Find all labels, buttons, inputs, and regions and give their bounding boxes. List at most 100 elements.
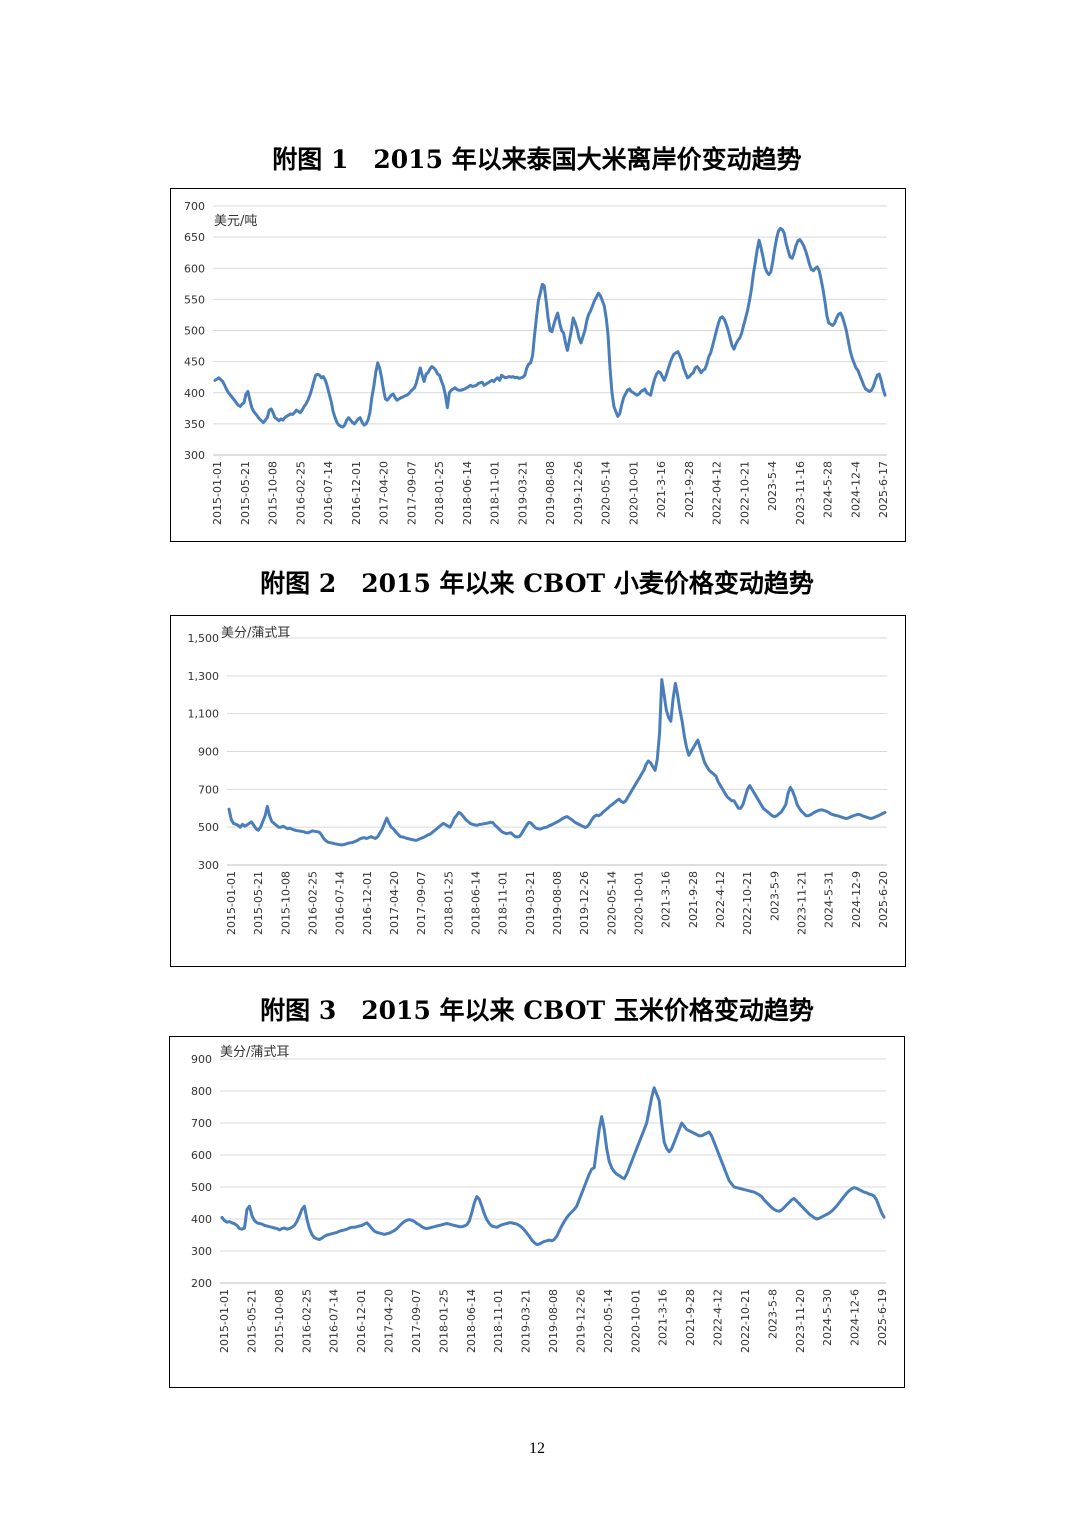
x-tick-label: 2021-3-16 — [657, 1289, 670, 1346]
x-tick-label: 2019-03-21 — [524, 871, 537, 935]
x-tick-label: 2016-12-01 — [355, 1289, 368, 1353]
y-tick-label: 1,300 — [188, 670, 220, 683]
x-tick-label: 2021-9-28 — [683, 461, 696, 518]
wheat-price-chart-svg: 美分/蒲式耳 300 500 700 900 1,100 1,300 1,500 2015-0… — [188, 626, 891, 935]
x-tick-label: 2019-08-08 — [551, 871, 564, 935]
x-tick-label: 2024-12-4 — [849, 461, 862, 518]
x-tick-label: 2023-11-16 — [794, 461, 807, 525]
y-tick-label: 700 — [198, 783, 219, 796]
x-tick-label: 2025-6-20 — [877, 871, 890, 928]
y-tick-label: 300 — [191, 1245, 212, 1258]
x-tick-label: 2018-06-14 — [461, 461, 474, 525]
gridlines — [227, 637, 887, 866]
y-tick-label: 500 — [191, 1181, 212, 1194]
x-tick-label: 2023-5-8 — [766, 1289, 779, 1339]
x-tick-label: 2019-12-26 — [572, 461, 585, 525]
series-line — [227, 678, 887, 847]
x-tick-label: 2015-01-01 — [211, 461, 224, 525]
chart-1-title: 附图 1 2015 年以来泰国大米离岸价变动趋势 — [272, 145, 802, 174]
x-tick-label: 2019-12-26 — [574, 1289, 587, 1353]
x-tick-label: 2019-03-21 — [520, 1289, 533, 1353]
x-tick-label: 2022-10-21 — [741, 871, 754, 935]
y-tick-label: 200 — [191, 1277, 212, 1290]
x-tick-label: 2022-04-12 — [711, 461, 724, 525]
x-tick-label: 2016-02-25 — [300, 1289, 313, 1353]
x-tick-label: 2024-12-9 — [850, 871, 863, 928]
x-tick-label: 2020-05-14 — [600, 461, 613, 525]
x-tick-label: 2018-11-01 — [492, 1289, 505, 1353]
y-tick-label: 600 — [184, 262, 205, 275]
x-tick-label: 2022-4-12 — [712, 1289, 725, 1346]
y-tick-label: 700 — [184, 200, 205, 213]
x-tick-label: 2017-09-07 — [410, 1289, 423, 1353]
x-tick-label: 2020-10-01 — [633, 871, 646, 935]
y-tick-label: 650 — [184, 231, 205, 244]
y-tick-label: 400 — [191, 1213, 212, 1226]
y-tick-label: 700 — [191, 1117, 212, 1130]
series-line — [213, 226, 887, 429]
gridlines — [220, 1058, 886, 1284]
chart-2-unit-label: 美分/蒲式耳 — [221, 626, 290, 641]
x-tick-label: 2022-10-21 — [739, 1289, 752, 1353]
x-tick-label: 2017-04-20 — [388, 871, 401, 935]
x-tick-label: 2023-11-21 — [796, 871, 809, 935]
x-tick-label: 2015-05-21 — [239, 461, 252, 525]
y-tick-label: 1,100 — [188, 708, 220, 721]
wheat-price-chart: 美分/蒲式耳 300 500 700 900 1,100 1,300 1,500 2015-0… — [170, 615, 906, 967]
x-tick-label: 2016-07-14 — [328, 1289, 341, 1353]
x-tick-label: 2021-3-16 — [660, 871, 673, 928]
x-tick-label: 2024-5-31 — [823, 871, 836, 928]
rice-price-chart: 美元/吨 300 350 400 450 500 550 600 650 700 2015-01-… — [170, 188, 906, 542]
x-tick-label: 2015-05-21 — [252, 871, 265, 935]
x-tick-label: 2019-08-08 — [544, 461, 557, 525]
corn-price-chart: 美分/蒲式耳 200 300 400 500 600 700 800 900 2015-01-0… — [169, 1036, 905, 1388]
x-tick-label: 2023-11-20 — [794, 1289, 807, 1353]
x-tick-label: 2018-06-14 — [465, 1289, 478, 1353]
series-line — [220, 1086, 886, 1247]
x-tick-label: 2019-12-26 — [578, 871, 591, 935]
x-tick-label: 2024-12-6 — [849, 1289, 862, 1346]
x-tick-label: 2016-07-14 — [322, 461, 335, 525]
x-tick-label: 2018-11-01 — [497, 871, 510, 935]
x-tick-label: 2020-05-14 — [602, 1289, 615, 1353]
x-tick-label: 2015-10-08 — [279, 871, 292, 935]
y-tick-label: 500 — [198, 821, 219, 834]
x-tick-label: 2015-01-01 — [218, 1289, 231, 1353]
x-tick-label: 2016-02-25 — [294, 461, 307, 525]
x-tick-label: 2025-6-17 — [877, 461, 890, 518]
x-tick-label: 2022-4-12 — [714, 871, 727, 928]
y-tick-label: 450 — [184, 356, 205, 369]
y-tick-label: 300 — [184, 449, 205, 462]
y-axis: 300 350 400 450 500 550 600 650 700 — [184, 200, 205, 462]
x-tick-label: 2025-6-19 — [876, 1289, 889, 1346]
x-tick-label: 2015-10-08 — [267, 461, 280, 525]
x-axis: 2015-01-01 2015-05-21 2015-10-08 2016-02-25… — [225, 871, 890, 935]
x-tick-label: 2015-10-08 — [273, 1289, 286, 1353]
x-tick-label: 2017-09-07 — [405, 461, 418, 525]
x-tick-label: 2019-03-21 — [516, 461, 529, 525]
x-tick-label: 2020-10-01 — [627, 461, 640, 525]
chart-3-title: 附图 3 2015 年以来 CBOT 玉米价格变动趋势 — [260, 996, 814, 1025]
x-tick-label: 2018-11-01 — [489, 461, 502, 525]
y-axis: 300 500 700 900 1,100 1,300 1,500 — [188, 632, 220, 872]
x-tick-label: 2016-12-01 — [350, 461, 363, 525]
y-tick-label: 1,500 — [188, 632, 220, 645]
y-tick-label: 300 — [198, 859, 219, 872]
x-tick-label: 2016-02-25 — [307, 871, 320, 935]
y-axis: 200 300 400 500 600 700 800 900 — [191, 1053, 212, 1290]
y-tick-label: 900 — [198, 746, 219, 759]
y-tick-label: 550 — [184, 293, 205, 306]
x-tick-label: 2016-07-14 — [334, 871, 347, 935]
x-tick-label: 2018-01-25 — [437, 1289, 450, 1353]
chart-2-title: 附图 2 2015 年以来 CBOT 小麦价格变动趋势 — [260, 569, 814, 598]
y-tick-label: 800 — [191, 1085, 212, 1098]
x-tick-label: 2017-09-07 — [415, 871, 428, 935]
x-tick-label: 2024-5-30 — [821, 1289, 834, 1346]
y-tick-label: 600 — [191, 1149, 212, 1162]
x-tick-label: 2024-5-28 — [822, 461, 835, 518]
y-tick-label: 350 — [184, 418, 205, 431]
rice-price-chart-svg: 美元/吨 300 350 400 450 500 550 600 650 700 2015-01-… — [184, 200, 890, 525]
x-tick-label: 2015-05-21 — [245, 1289, 258, 1353]
corn-price-chart-svg: 美分/蒲式耳 200 300 400 500 600 700 800 900 2015-01-0… — [191, 1045, 889, 1353]
x-tick-label: 2019-08-08 — [547, 1289, 560, 1353]
